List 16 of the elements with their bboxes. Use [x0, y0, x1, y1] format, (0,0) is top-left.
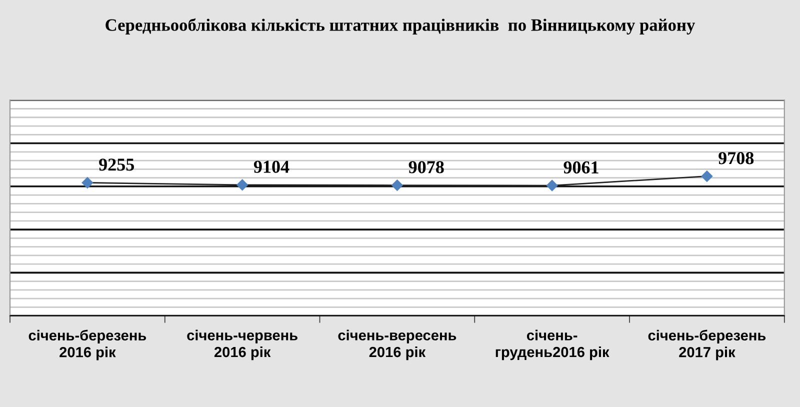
- point: [392, 180, 403, 191]
- x-tick-label: січень- грудень2016 рік: [496, 330, 610, 360]
- data-label: 9708: [718, 152, 754, 164]
- x-tick-label: січень-березень 2017 рік: [648, 330, 766, 360]
- x-tick-label: січень-березень 2016 рік: [28, 330, 146, 360]
- data-label: 9104: [254, 160, 290, 173]
- data-label: 9255: [99, 158, 134, 171]
- point: [236, 179, 248, 191]
- point: [701, 170, 713, 182]
- x-tick-label: січень-червень 2016 рік: [187, 330, 298, 360]
- data-label: 9078: [408, 161, 444, 174]
- point: [82, 177, 94, 188]
- point: [546, 180, 558, 192]
- x-tick-label: січень-вересень 2016 рік: [338, 330, 456, 360]
- data-label: 9061: [564, 161, 598, 174]
- chart-title: Середньооблікова кількість штатних працівників по Вінницькому району: [106, 18, 695, 34]
